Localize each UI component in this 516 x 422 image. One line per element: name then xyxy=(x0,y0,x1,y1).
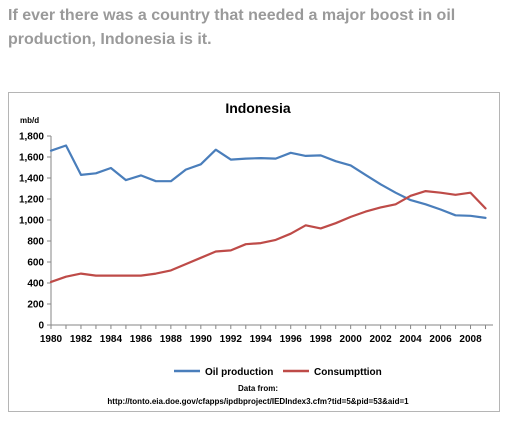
y-tick-label: 200 xyxy=(27,300,44,311)
legend-oil-production-label: Oil production xyxy=(205,367,273,378)
x-tick-label: 2000 xyxy=(340,334,363,345)
x-tick-label: 1996 xyxy=(280,334,303,345)
y-tick-label: 1,600 xyxy=(19,153,44,164)
y-axis-unit-label: mb/d xyxy=(20,116,39,125)
x-tick-label: 1986 xyxy=(130,334,153,345)
x-tick-label: 2006 xyxy=(429,334,452,345)
y-tick-label: 0 xyxy=(38,321,44,332)
x-tick-label: 1990 xyxy=(190,334,213,345)
series-line-consumpttion xyxy=(49,190,487,283)
x-axis: 1980 1982 1984 1986 1988 1990 1992 1994 1996 1998… xyxy=(40,324,493,345)
x-tick-label: 1988 xyxy=(160,334,183,345)
y-tick-label: 1,200 xyxy=(19,195,44,206)
source-url: http://tonto.eia.doe.gov/cfapps/ipdbproj… xyxy=(107,397,409,406)
x-tick-label: 1998 xyxy=(310,334,333,345)
x-tick-label: 1980 xyxy=(40,334,63,345)
series-line-oil-production xyxy=(49,144,487,219)
legend: Oil production Consumpttion xyxy=(174,367,382,378)
x-tick-label: 2008 xyxy=(459,334,482,345)
y-tick-label: 800 xyxy=(27,237,44,248)
y-tick-label: 1,000 xyxy=(19,216,44,227)
headline-text: If ever there was a country that needed … xyxy=(8,7,456,48)
y-tick-label: 1,800 xyxy=(19,132,44,143)
y-axis: 0 200 400 600 800 1,000 1,200 1,400 1,600 1,800 xyxy=(19,132,52,332)
x-tick-label: 2004 xyxy=(399,334,422,345)
x-tick-label: 1994 xyxy=(250,334,273,345)
y-tick-label: 400 xyxy=(27,279,44,290)
legend-consumption-label: Consumpttion xyxy=(314,367,382,378)
source-heading: Data from: xyxy=(238,384,278,393)
y-tick-label: 1,400 xyxy=(19,174,44,185)
x-tick-label: 1982 xyxy=(70,334,93,345)
x-tick-label: 1984 xyxy=(100,334,123,345)
series-lines xyxy=(49,144,487,283)
chart-title: Indonesia xyxy=(225,100,291,116)
x-tick-label: 1992 xyxy=(220,334,243,345)
x-tick-label: 2002 xyxy=(370,334,393,345)
chart-frame xyxy=(8,92,500,412)
y-tick-label: 600 xyxy=(27,258,44,269)
